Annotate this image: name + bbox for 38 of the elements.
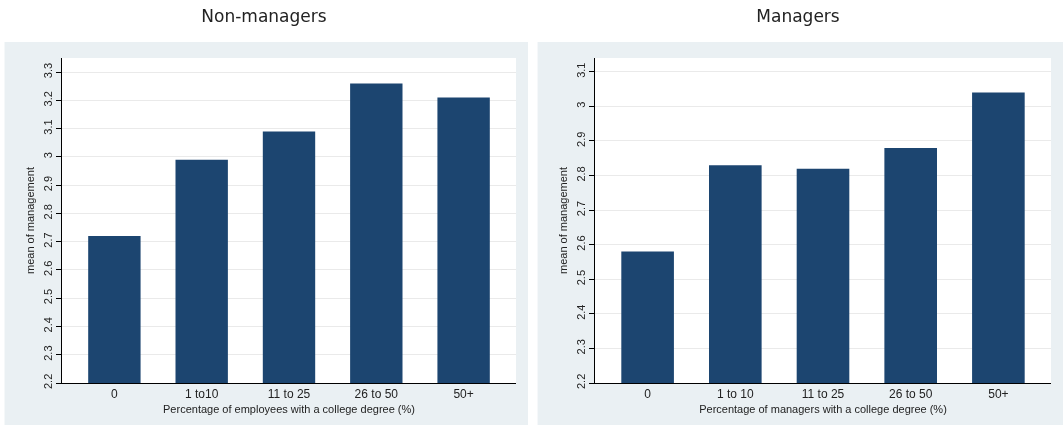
y-axis-title: mean of management — [24, 166, 37, 275]
x-axis-title: Percentage of managers with a college degree (%) — [699, 402, 947, 415]
x-tick-label: 50+ — [988, 387, 1009, 402]
y-tick-label: 3.2 — [41, 91, 54, 107]
y-tick-label: 3.1 — [41, 119, 54, 135]
y-tick-label: 2.7 — [574, 200, 587, 217]
x-tick-label: 0 — [644, 387, 652, 402]
x-tick-label: 0 — [111, 387, 119, 402]
chart-title: Managers — [756, 5, 840, 26]
y-tick-label: 2.3 — [574, 339, 587, 355]
y-tick-label: 2.8 — [574, 166, 587, 182]
y-tick-label: 3 — [41, 152, 54, 159]
y-tick-label: 2.7 — [41, 232, 54, 248]
x-tick-label: 1 to 10 — [716, 387, 754, 402]
x-tick-label: 50+ — [453, 387, 474, 402]
x-axis-title: Percentage of employees with a college degree (%) — [163, 402, 415, 415]
y-tick-label: 2.4 — [41, 317, 54, 333]
x-tick-label: 1 to10 — [185, 387, 219, 402]
chart-title: Non-managers — [201, 5, 327, 26]
y-tick-label: 2.2 — [574, 373, 587, 389]
y-tick-label: 2.5 — [41, 288, 54, 305]
y-tick-label: 2.8 — [41, 204, 54, 220]
y-tick-label: 3.1 — [574, 62, 587, 78]
y-tick-label: 2.3 — [41, 345, 54, 361]
x-tick-label: 11 to 25 — [801, 387, 845, 402]
x-tick-label: 11 to 25 — [267, 387, 311, 402]
y-tick-label: 3.3 — [41, 62, 54, 79]
y-tick-label: 2.6 — [41, 260, 54, 276]
y-tick-label: 2.9 — [41, 175, 54, 192]
y-tick-label: 2.5 — [574, 269, 587, 286]
y-tick-label: 2.9 — [574, 131, 587, 147]
y-tick-label: 3 — [574, 101, 587, 108]
x-tick-label: 26 to 50 — [889, 387, 933, 402]
y-tick-label: 2.6 — [574, 235, 587, 251]
y-tick-label: 2.2 — [41, 373, 54, 389]
x-tick-label: 26 to 50 — [354, 387, 399, 402]
y-axis-title: mean of management — [557, 166, 570, 275]
y-tick-label: 2.4 — [574, 304, 587, 320]
